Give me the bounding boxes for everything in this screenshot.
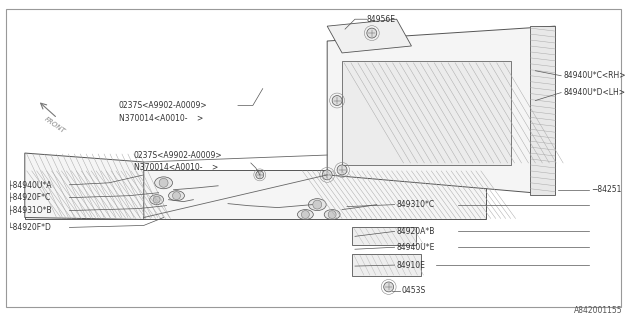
- Text: 84920A*B: 84920A*B: [397, 227, 435, 236]
- Polygon shape: [531, 26, 556, 195]
- Text: FRONT: FRONT: [43, 116, 66, 135]
- Text: ├84940U*A: ├84940U*A: [8, 180, 51, 189]
- Text: ├84920F*C: ├84920F*C: [8, 193, 50, 203]
- Text: A842001155: A842001155: [574, 306, 623, 315]
- Circle shape: [159, 178, 168, 187]
- Ellipse shape: [168, 191, 184, 201]
- Polygon shape: [327, 26, 556, 195]
- Text: 0237S<A9902-A0009>: 0237S<A9902-A0009>: [134, 150, 223, 160]
- Ellipse shape: [324, 210, 340, 220]
- Circle shape: [332, 96, 342, 106]
- Text: N370014<A0010-    >: N370014<A0010- >: [119, 114, 204, 123]
- Text: 0453S: 0453S: [401, 286, 426, 295]
- Text: N370014<A0010-    >: N370014<A0010- >: [134, 164, 218, 172]
- Ellipse shape: [298, 210, 314, 220]
- Circle shape: [322, 170, 332, 180]
- Circle shape: [173, 192, 180, 200]
- Text: 84940U*E: 84940U*E: [397, 243, 435, 252]
- Bar: [25, 170, 486, 220]
- Text: 849310*C: 849310*C: [397, 200, 435, 209]
- Polygon shape: [327, 19, 412, 53]
- Circle shape: [367, 28, 377, 38]
- Polygon shape: [25, 153, 144, 220]
- Text: 84910E: 84910E: [397, 260, 426, 269]
- Bar: [342, 61, 511, 165]
- Text: 84956E: 84956E: [367, 15, 396, 24]
- Text: ├84931O*B: ├84931O*B: [8, 206, 52, 215]
- Circle shape: [328, 211, 336, 219]
- Circle shape: [384, 282, 394, 292]
- Ellipse shape: [155, 177, 173, 189]
- Text: 84940U*C<RH>: 84940U*C<RH>: [563, 71, 626, 80]
- Text: −84251: −84251: [591, 185, 621, 194]
- Text: 0237S<A9902-A0009>: 0237S<A9902-A0009>: [119, 101, 207, 110]
- Text: 84940U*D<LH>: 84940U*D<LH>: [563, 88, 625, 97]
- Circle shape: [256, 171, 264, 179]
- Bar: [352, 254, 421, 276]
- Ellipse shape: [308, 199, 326, 211]
- Circle shape: [153, 196, 160, 203]
- Text: └84920F*D: └84920F*D: [8, 223, 51, 232]
- Ellipse shape: [150, 195, 164, 204]
- Bar: [352, 228, 417, 245]
- Circle shape: [337, 165, 347, 175]
- Circle shape: [301, 211, 309, 219]
- Circle shape: [313, 200, 322, 209]
